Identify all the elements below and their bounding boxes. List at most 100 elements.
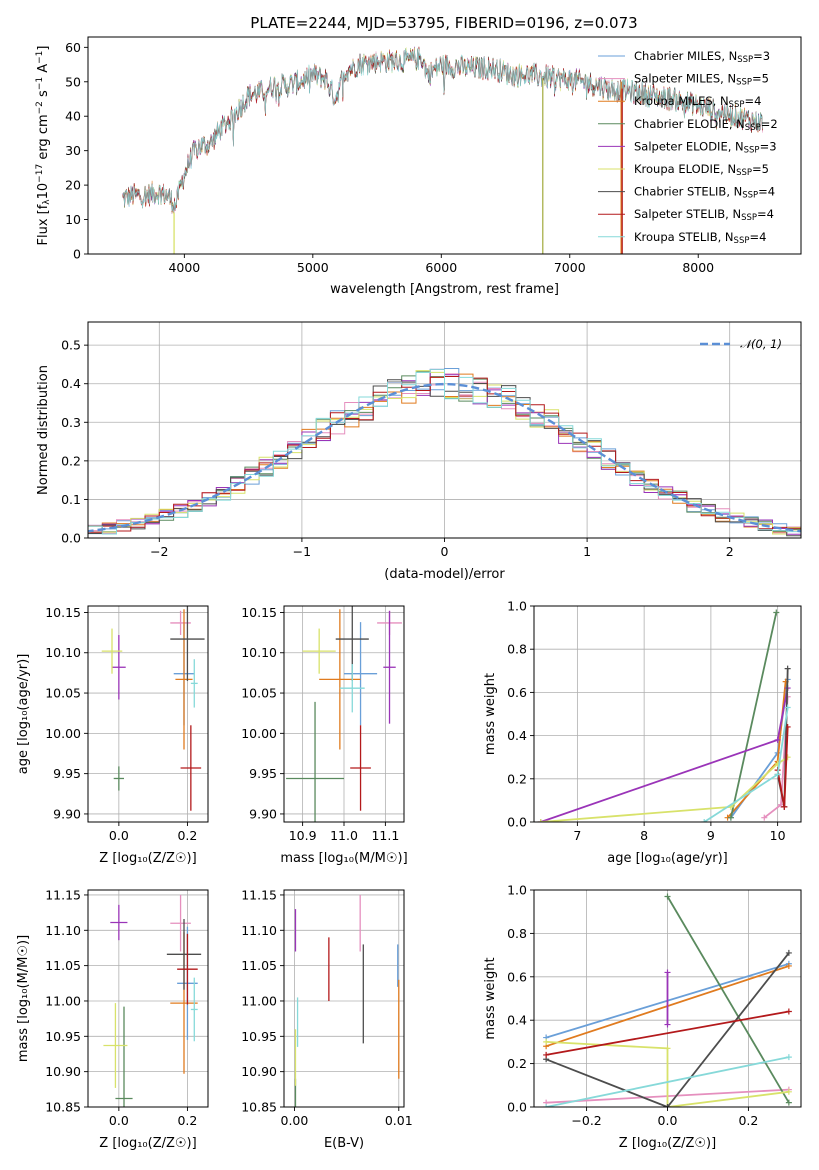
mass_vs_Z-xlabel: Z [log₁₀(Z/Z☉)] xyxy=(99,1136,196,1151)
mass-weight-line xyxy=(545,952,790,1107)
mass-weight-line xyxy=(730,612,778,818)
spectrum-ytick-label: 20 xyxy=(65,178,81,193)
age_vs_mass-ytick-label: 10.15 xyxy=(241,605,277,620)
spectrum-ylabel-part: λ xyxy=(42,199,52,205)
legend-text: Kroupa ELODIE, N xyxy=(634,162,736,176)
legend-entry: Salpeter STELIB, NSSP=4 xyxy=(634,207,774,223)
figure-title: PLATE=2244, MJD=53795, FIBERID=0196, z=0… xyxy=(250,14,637,32)
mass-weight-marker xyxy=(664,893,671,900)
legend-entry: Chabrier STELIB, NSSP=4 xyxy=(634,185,775,201)
mass-weight-marker xyxy=(701,819,708,822)
legend-tail: =3 xyxy=(753,49,770,63)
mass_vs_EBV-ytick-label: 11.00 xyxy=(241,993,277,1008)
mass_vs_Z-ytick-label: 11.15 xyxy=(45,887,81,902)
massweight_vs_Z-ytick-label: 0.0 xyxy=(507,1100,527,1115)
mass_vs_EBV-xtick-label: 0.01 xyxy=(385,1113,413,1128)
age_vs_mass-plot-area xyxy=(286,606,402,822)
massweight_vs_Z-ylabel: mass weight xyxy=(483,957,498,1039)
residual_hist-ytick-label: 0.2 xyxy=(61,453,81,468)
mass_vs_Z-ylabel: mass [log₁₀(M/M☉)] xyxy=(16,935,31,1062)
spectrum-ylabel: Flux [fλ10−17 erg cm−2 s−1 A−1] xyxy=(35,46,52,246)
spectrum-xtick-label: 4000 xyxy=(168,260,200,275)
age_vs_Z-xlabel: Z [log₁₀(Z/Z☉)] xyxy=(99,851,196,866)
spectrum-ytick-label: 60 xyxy=(65,40,81,55)
mass_vs_Z-plot-area xyxy=(103,894,202,1107)
mass-weight-marker xyxy=(761,814,768,821)
spectrum-ylabel-part: −2 xyxy=(35,101,45,114)
massweight_vs_age-xlabel: age [log₁₀(age/yr)] xyxy=(607,851,728,866)
age_vs_Z-ytick-label: 10.10 xyxy=(45,645,81,660)
mass_vs_Z-ytick-label: 11.10 xyxy=(45,923,81,938)
mass-weight-marker xyxy=(543,1051,550,1058)
massweight_vs_Z-ytick-label: 0.6 xyxy=(507,969,527,984)
spectrum-xtick-label: 8000 xyxy=(682,260,714,275)
residual-xlabel: (data-model)/error xyxy=(384,567,505,582)
massweight_vs_age-ytick-label: 1.0 xyxy=(507,599,527,614)
mass_vs_EBV-xtick-label: 0.00 xyxy=(281,1113,309,1128)
spectrum-ytick-label: 0 xyxy=(73,247,81,262)
massweight_vs_Z-ytick-label: 0.2 xyxy=(507,1056,527,1071)
residual_hist-plot-area xyxy=(88,368,801,538)
mass-weight-marker xyxy=(664,1104,671,1107)
legend-entry: Chabrier MILES, NSSP=3 xyxy=(634,49,770,65)
massweight_vs_Z-xtick-label: −0.2 xyxy=(571,1113,601,1128)
mass-weight-marker xyxy=(727,814,734,821)
mass-weight-marker xyxy=(774,736,781,743)
massweight_vs_age-xtick-label: 8 xyxy=(640,828,648,843)
spectrum-ylabel-part: s xyxy=(36,90,51,101)
spectrum-ylabel-part: A xyxy=(36,64,51,77)
age_vs_Z-ytick-label: 10.15 xyxy=(45,605,81,620)
age_vs_mass-axes: 10.9 11.0 11.1 9.90 9.95 10.00 10.05 10.10 10.15… xyxy=(241,605,407,866)
age_vs_mass-ytick-label: 10.05 xyxy=(241,686,277,701)
legend-entry: Kroupa MILES, NSSP=4 xyxy=(634,94,761,110)
mass-weight-line xyxy=(545,1056,790,1107)
mass-weight-marker xyxy=(543,1038,550,1045)
mass-weight-marker xyxy=(773,609,780,616)
spectrum-ytick-label: 40 xyxy=(65,109,81,124)
legend-text: Salpeter ELODIE, N xyxy=(634,139,744,153)
mass-weight-line xyxy=(540,756,789,822)
mass-weight-marker xyxy=(543,1104,550,1107)
age_vs_Z-xtick-label: 0.0 xyxy=(109,828,129,843)
age_vs_mass-xtick-label: 11.1 xyxy=(371,828,399,843)
age_vs_mass-xtick-label: 11.0 xyxy=(330,828,358,843)
massweight_vs_age-ytick-label: 0.8 xyxy=(507,642,527,657)
massweight_vs_age-ytick-label: 0.2 xyxy=(507,771,527,786)
spectrum-ytick-label: 30 xyxy=(65,143,81,158)
spectrum-xtick-label: 6000 xyxy=(425,260,457,275)
normal-legend-label: 𝒩(0, 1) xyxy=(740,337,782,351)
age_vs_Z-axes: 0.0 0.2 9.90 9.95 10.00 10.05 10.10 10.15 Z [log… xyxy=(16,605,209,866)
mass_vs_EBV-plot-area xyxy=(294,894,400,1107)
mass_vs_Z-xtick-label: 0.0 xyxy=(109,1113,129,1128)
normal-curve xyxy=(88,382,801,533)
legend-entry: Chabrier ELODIE, NSSP=2 xyxy=(634,117,778,133)
residual_hist-ytick-label: 0.5 xyxy=(61,338,81,353)
massweight_vs_Z-axes: −0.2 0.0 0.2 0.0 0.2 0.4 0.6 0.8 1.0 Z [log₁₀(Z/Z… xyxy=(483,883,802,1151)
spectrum-model-line xyxy=(122,48,763,212)
mass-weight-marker xyxy=(664,1045,671,1052)
mass-weight-marker xyxy=(537,819,544,822)
spectrum-ylabel-part: ] xyxy=(36,46,51,51)
legend-text: Chabrier MILES, N xyxy=(634,49,737,63)
mass_vs_Z-xtick-label: 0.2 xyxy=(177,1113,197,1128)
spectrum-ylabel-part: −17 xyxy=(35,164,45,183)
legend-subscript: SSP xyxy=(742,191,758,201)
mass_vs_EBV-ytick-label: 11.15 xyxy=(241,887,277,902)
mass_vs_EBV-ytick-label: 11.10 xyxy=(241,923,277,938)
legend-text: Salpeter STELIB, N xyxy=(634,207,741,221)
mass-weight-marker xyxy=(785,1099,792,1106)
spectrum-ylabel-part: erg cm xyxy=(36,114,51,163)
residual_hist-xtick-label: 0 xyxy=(441,544,449,559)
mass-weight-marker xyxy=(785,962,792,969)
mass_vs_EBV-ytick-label: 11.05 xyxy=(241,958,277,973)
age_vs_Z-plot-area xyxy=(101,606,205,811)
massweight_vs_age-ytick-label: 0.4 xyxy=(507,728,527,743)
legend-subscript: SSP xyxy=(734,236,750,246)
mass-weight-marker xyxy=(785,1008,792,1015)
legend-subscript: SSP xyxy=(736,168,752,178)
age_vs_Z-ylabel: age [log₁₀(age/yr)] xyxy=(16,654,31,775)
massweight_vs_age-frame xyxy=(533,605,802,823)
age_vs_Z-ytick-label: 9.95 xyxy=(53,766,81,781)
